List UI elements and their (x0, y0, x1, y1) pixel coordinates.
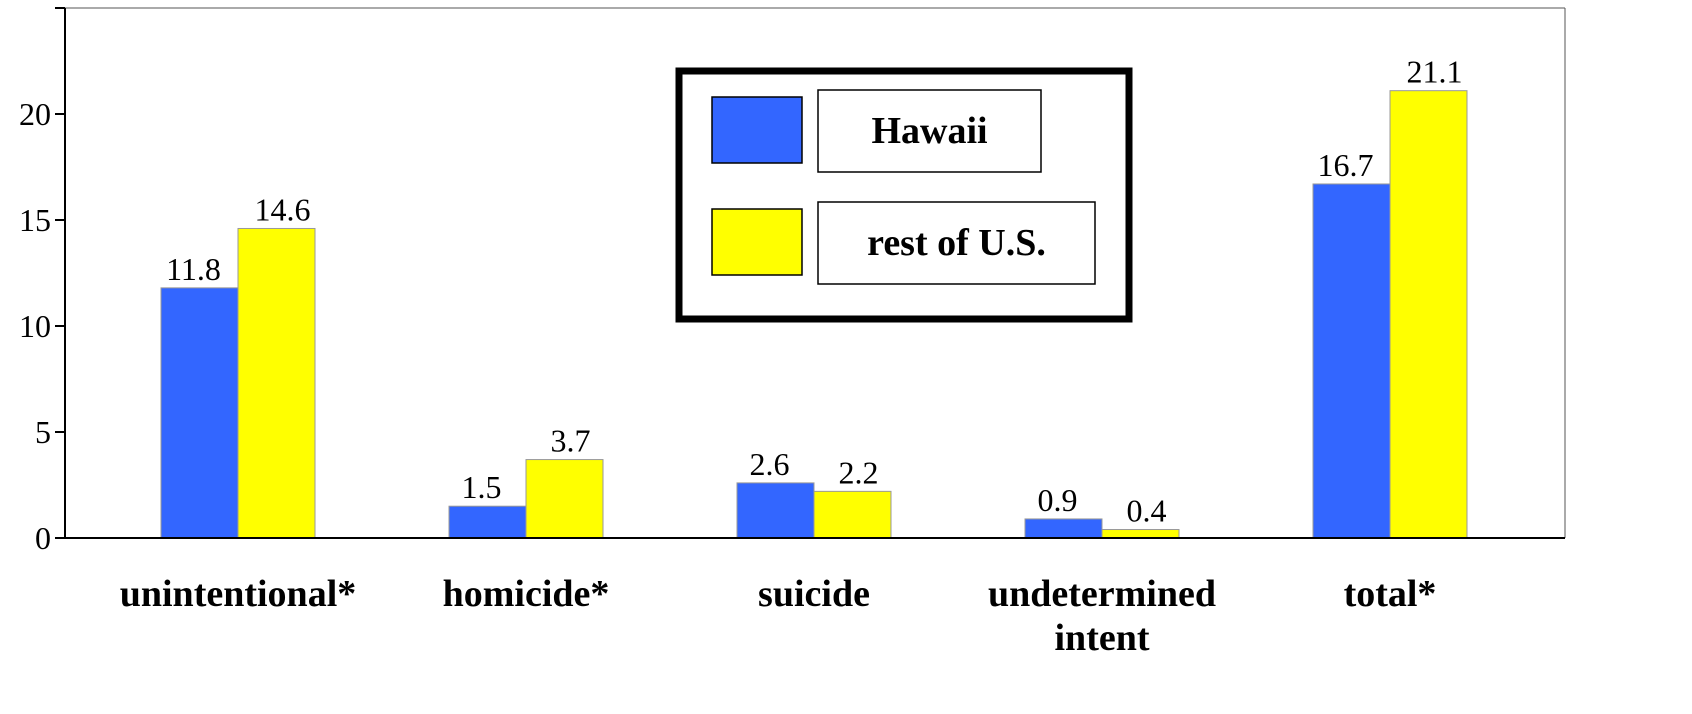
bar (1024, 518, 1103, 539)
legend-label: Hawaii (871, 110, 987, 152)
value-label: 14.6 (255, 191, 311, 227)
legend-label-box (817, 89, 1042, 173)
y-tick-label: 10 (19, 308, 51, 344)
x-tick-label: homicide* (442, 573, 610, 615)
legend-label-box (817, 201, 1096, 285)
legend-swatch (711, 208, 803, 276)
legend-swatch (711, 96, 803, 164)
y-tick-label: 0 (35, 520, 51, 556)
value-label: 2.2 (839, 454, 879, 490)
legend-label: rest of U.S. (867, 222, 1046, 264)
bar (448, 505, 527, 539)
value-label: 3.7 (551, 423, 591, 459)
value-label: 11.8 (166, 251, 221, 287)
value-label: 0.9 (1038, 482, 1078, 518)
x-tick-label: total* (1343, 573, 1437, 615)
x-tick-label: undetermined intent (988, 573, 1216, 659)
x-tick-label: unintentional* (119, 573, 357, 615)
bar (1312, 183, 1391, 539)
value-label: 16.7 (1318, 147, 1374, 183)
bar (736, 482, 815, 539)
bar (1101, 529, 1180, 539)
bar (160, 287, 239, 539)
y-tick-label: 15 (19, 202, 51, 238)
bar (813, 490, 892, 539)
y-tick-label: 20 (19, 96, 51, 132)
value-label: 1.5 (462, 469, 502, 505)
bar (237, 227, 316, 539)
bar (525, 459, 604, 539)
value-label: 21.1 (1407, 54, 1463, 90)
value-label: 0.4 (1127, 493, 1167, 529)
bar (1389, 90, 1468, 539)
value-label: 2.6 (750, 446, 790, 482)
y-tick-label: 5 (35, 414, 51, 450)
x-tick-label: suicide (758, 573, 870, 615)
